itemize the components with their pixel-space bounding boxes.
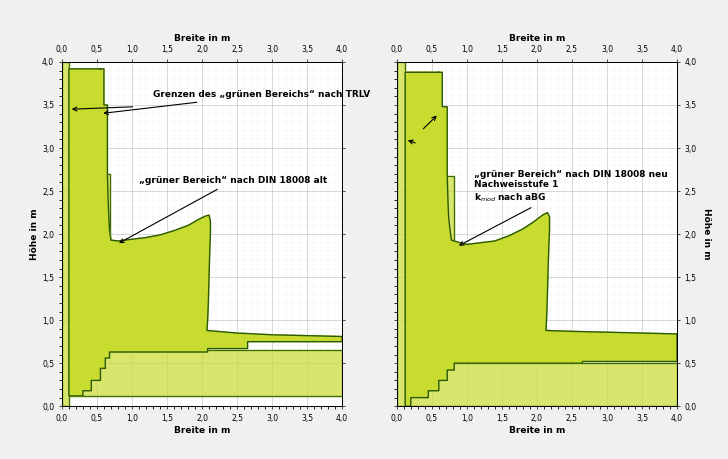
Text: Grenzen des „grünen Bereichs“ nach TRLV: Grenzen des „grünen Bereichs“ nach TRLV (104, 90, 371, 115)
Polygon shape (69, 69, 342, 396)
Polygon shape (62, 62, 342, 406)
Text: „grüner Bereich“ nach DIN 18008 alt: „grüner Bereich“ nach DIN 18008 alt (120, 176, 327, 242)
Polygon shape (405, 72, 677, 406)
X-axis label: Breite in m: Breite in m (174, 425, 230, 435)
Y-axis label: Höhe in m: Höhe in m (31, 208, 39, 260)
X-axis label: Breite in m: Breite in m (509, 425, 565, 435)
Text: „grüner Bereich“ nach DIN 18008 neu
Nachweisstufe 1
k$_{mod}$ nach aBG: „grüner Bereich“ nach DIN 18008 neu Nach… (460, 170, 668, 245)
Polygon shape (397, 62, 677, 406)
X-axis label: Breite in m: Breite in m (174, 34, 230, 43)
Y-axis label: Höhe in m: Höhe in m (702, 208, 711, 260)
X-axis label: Breite in m: Breite in m (509, 34, 565, 43)
